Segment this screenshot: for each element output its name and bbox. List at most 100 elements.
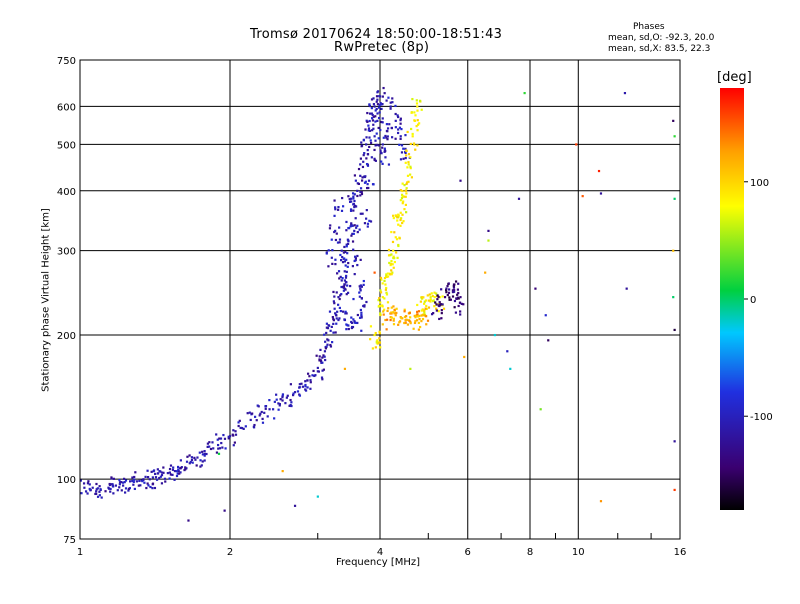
data-point [376, 90, 380, 93]
data-point [352, 195, 355, 198]
data-point [416, 315, 420, 318]
data-point [346, 265, 349, 268]
data-point [200, 464, 203, 467]
data-point [380, 160, 383, 163]
data-point [281, 399, 284, 402]
data-point [420, 108, 423, 111]
data-point [400, 317, 403, 320]
data-point [379, 301, 382, 304]
data-point [309, 387, 312, 390]
data-point [599, 500, 603, 503]
data-point [256, 404, 259, 407]
data-point [404, 134, 407, 137]
data-point [395, 238, 399, 241]
data-point [330, 325, 333, 329]
data-point [377, 126, 380, 130]
data-point [345, 220, 348, 224]
data-point [426, 294, 429, 297]
data-point [218, 437, 221, 440]
data-point [370, 98, 374, 101]
data-point [188, 462, 191, 465]
data-point [404, 195, 407, 198]
data-point [329, 345, 333, 348]
data-point [341, 255, 344, 259]
data-point [381, 146, 384, 149]
data-point [347, 195, 350, 198]
data-point [96, 495, 100, 498]
data-point [356, 313, 359, 317]
data-point [673, 328, 676, 332]
data-point [365, 119, 368, 122]
data-point [315, 354, 318, 357]
data-point [385, 328, 388, 331]
data-point [397, 213, 400, 216]
data-point [356, 263, 359, 267]
data-point [391, 271, 394, 274]
data-point [259, 412, 262, 415]
data-point [390, 269, 393, 272]
data-point [366, 153, 370, 156]
data-point [398, 321, 401, 324]
data-point [191, 461, 194, 464]
data-point [190, 458, 194, 461]
data-point [344, 310, 347, 313]
data-point [321, 356, 324, 359]
data-point [264, 407, 267, 410]
data-point [390, 253, 393, 256]
data-point [371, 129, 374, 132]
data-point [199, 459, 202, 462]
data-point [341, 196, 344, 200]
data-point [463, 355, 466, 359]
data-point [380, 107, 383, 111]
data-point [384, 283, 387, 286]
data-point [346, 252, 349, 255]
data-point [385, 273, 388, 276]
data-point [397, 223, 400, 226]
data-point [402, 220, 405, 223]
data-point [368, 112, 372, 115]
data-point [379, 313, 382, 317]
x-tick-label: 1 [77, 547, 83, 558]
data-point [319, 348, 322, 352]
data-point [344, 250, 347, 254]
data-point [366, 222, 370, 225]
data-point [359, 163, 362, 166]
data-point [390, 126, 393, 130]
data-point [365, 143, 368, 146]
data-point [221, 446, 224, 449]
data-point [372, 115, 375, 118]
data-point [379, 346, 382, 349]
data-point [326, 343, 329, 346]
data-point [416, 119, 419, 122]
data-point [378, 304, 381, 308]
data-point [232, 444, 235, 447]
data-point [248, 411, 251, 414]
data-point [88, 487, 91, 491]
data-point [379, 312, 382, 315]
data-point [120, 489, 123, 492]
data-point [343, 257, 346, 260]
data-point [356, 182, 359, 185]
data-point [427, 306, 431, 309]
data-point [201, 450, 204, 453]
data-point [437, 310, 440, 313]
data-point [309, 379, 312, 382]
data-point [179, 471, 182, 474]
data-point [335, 322, 338, 325]
data-point [304, 380, 307, 383]
data-point [178, 472, 181, 475]
data-point [147, 484, 150, 487]
data-point [397, 323, 400, 326]
data-point [382, 310, 385, 313]
data-point [175, 474, 179, 478]
data-point [215, 451, 219, 454]
data-point [339, 253, 342, 257]
data-point [151, 487, 154, 490]
y-tick-label: 600 [57, 102, 76, 113]
data-point [459, 179, 462, 182]
data-point [396, 114, 399, 117]
data-point [390, 260, 393, 263]
data-point [414, 148, 417, 151]
data-point [100, 496, 103, 499]
